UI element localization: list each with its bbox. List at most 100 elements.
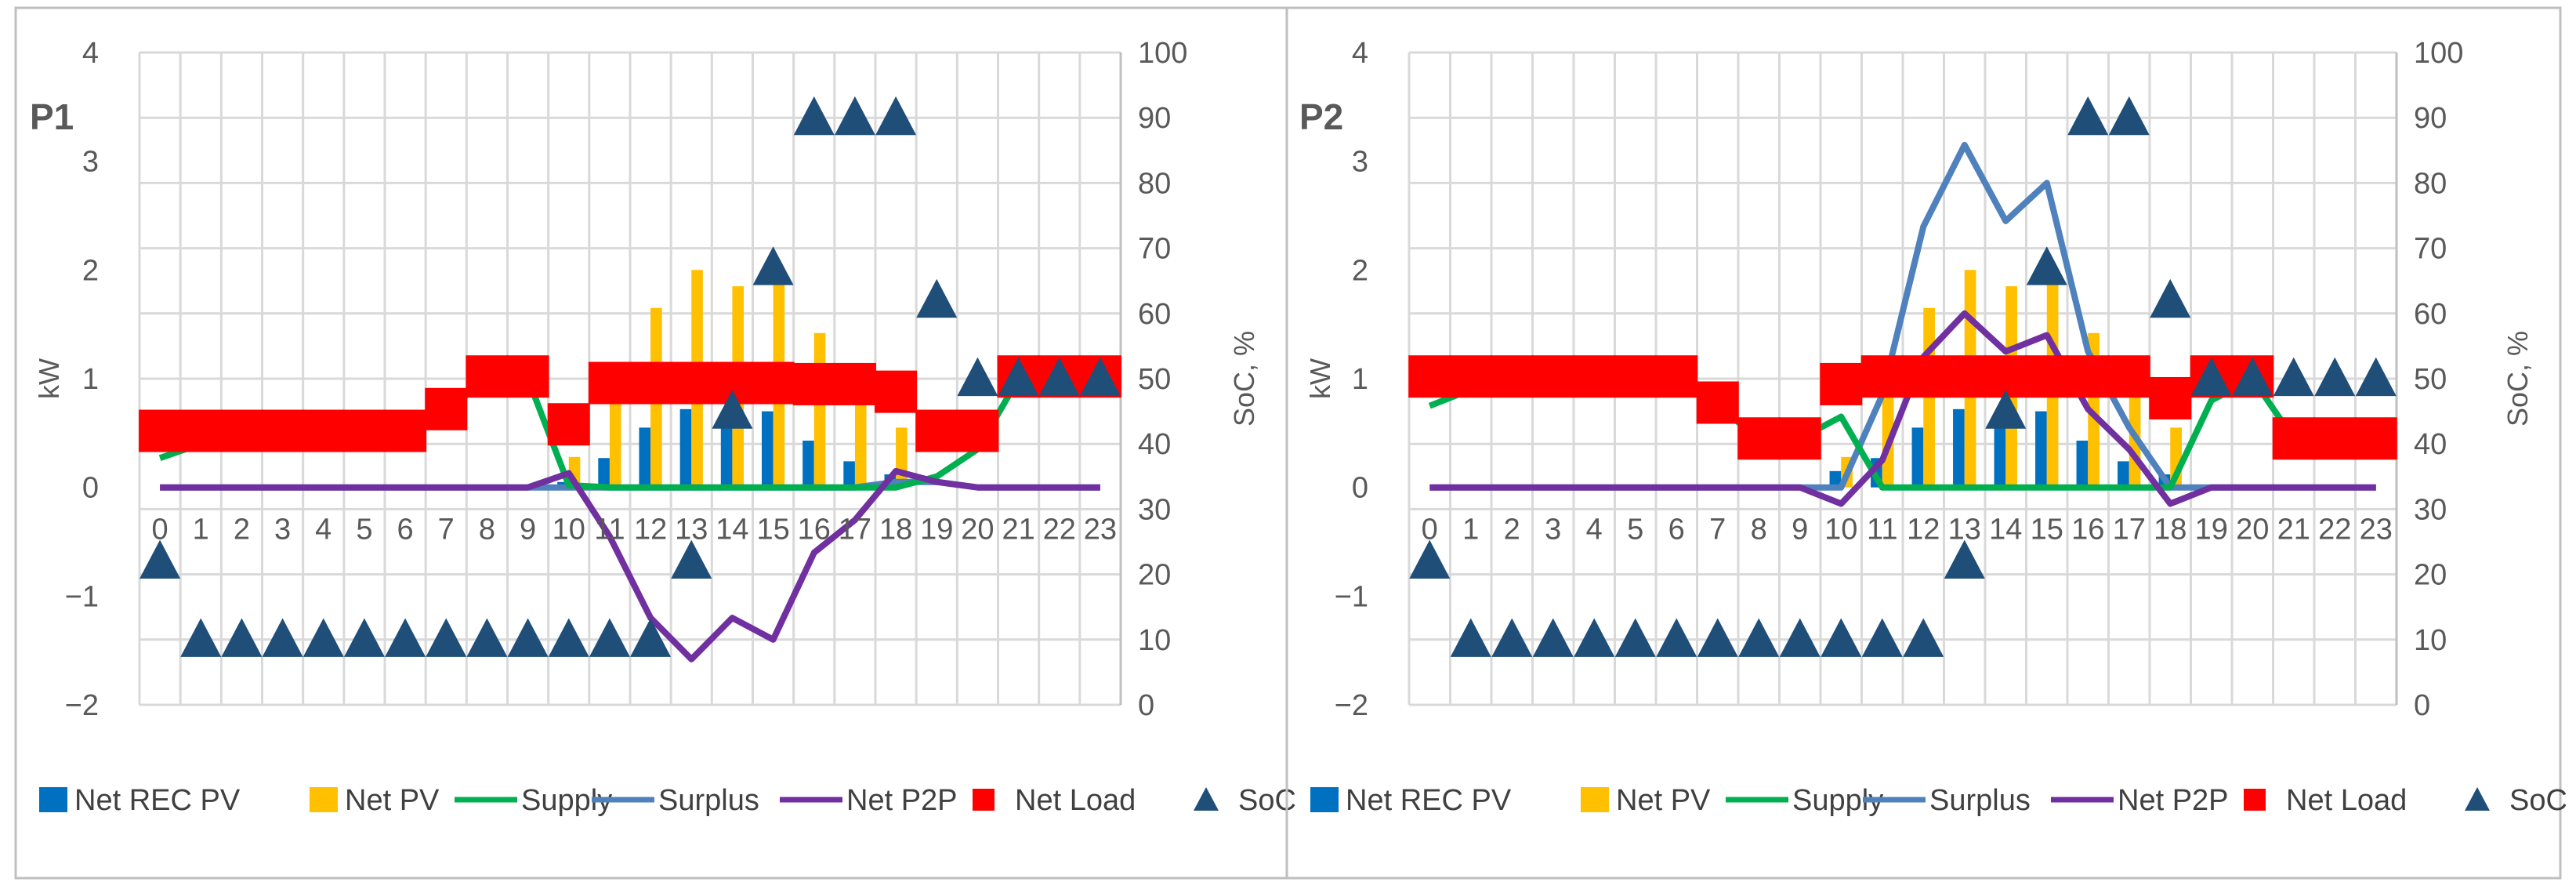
- net-rec-pv-bar: [1911, 427, 1924, 488]
- x-tick-label: 10: [1824, 514, 1857, 546]
- net-load-marker: [179, 409, 223, 452]
- y2-tick-label: 20: [1138, 559, 1171, 592]
- x-tick-label: 1: [1462, 514, 1479, 546]
- legend-item: Supply: [455, 784, 612, 817]
- soc-marker: [589, 618, 630, 657]
- net-p2p-line: [160, 467, 1100, 662]
- y-tick-label: 1: [82, 363, 99, 396]
- net-rec-pv-bar: [803, 441, 814, 488]
- x-tick-label: 21: [2277, 514, 2310, 546]
- soc-marker: [2067, 96, 2109, 136]
- net-load-marker: [915, 409, 958, 452]
- legend-item: Surplus: [592, 784, 759, 817]
- legend-swatch: [2244, 789, 2266, 811]
- y2-tick-label: 10: [1138, 624, 1171, 657]
- soc-marker: [1779, 618, 1821, 657]
- legend-swatch: [39, 787, 67, 812]
- net-load-marker: [1573, 355, 1616, 398]
- soc-marker: [2190, 357, 2232, 397]
- x-tick-label: 23: [2360, 514, 2393, 546]
- y-tick-label: 4: [1352, 37, 1368, 70]
- legend-label: Net P2P: [846, 784, 958, 817]
- y2-tick-label: 80: [2414, 167, 2447, 200]
- x-tick-label: 2: [234, 514, 250, 546]
- soc-marker: [2273, 357, 2314, 397]
- soc-marker: [1903, 618, 1944, 657]
- legend-swatch: [310, 787, 338, 812]
- legend: Net REC PV Net PV Supply Surplus Net P2P Net …: [39, 784, 1296, 817]
- y2-tick-label: 100: [1138, 37, 1187, 70]
- legend-item: Net Load: [2244, 784, 2407, 817]
- x-tick-label: 17: [2113, 514, 2146, 546]
- legend-swatch: [2465, 787, 2490, 811]
- x-tick-label: 19: [2195, 514, 2228, 546]
- panel-label: P2: [1299, 96, 1343, 137]
- x-tick-label: 23: [1084, 514, 1117, 546]
- x-tick-label: 10: [553, 514, 585, 546]
- y-tick-label: −1: [65, 580, 99, 613]
- y2-tick-label: 90: [1138, 102, 1171, 135]
- legend: Net REC PV Net PV Supply Surplus Net P2P Net …: [1310, 784, 2567, 817]
- soc-marker: [2108, 96, 2150, 136]
- net-load-marker: [2313, 417, 2357, 460]
- net-pv-bar: [1923, 307, 1935, 488]
- x-tick-label: 22: [2318, 514, 2351, 546]
- y2-axis-title: SoC, %: [2502, 331, 2534, 427]
- net-load-marker: [1614, 355, 1657, 398]
- x-tick-label: 12: [634, 514, 667, 546]
- y2-tick-label: 10: [2414, 624, 2447, 657]
- x-tick-label: 9: [520, 514, 536, 546]
- x-tick-label: 20: [2236, 514, 2269, 546]
- soc-marker: [957, 357, 998, 397]
- x-tick-label: 4: [315, 514, 332, 546]
- net-load-marker: [670, 361, 713, 405]
- x-tick-label: 11: [1867, 514, 1897, 546]
- soc-marker: [343, 618, 385, 657]
- soc-marker: [2232, 357, 2273, 397]
- legend-label: Surplus: [658, 784, 759, 817]
- soc-marker: [998, 357, 1039, 397]
- x-tick-label: 6: [397, 514, 414, 546]
- x-tick-label: 12: [1907, 514, 1940, 546]
- net-pv-bar: [813, 332, 826, 488]
- net-load-marker: [1531, 355, 1574, 398]
- soc-marker: [875, 96, 917, 136]
- soc-marker: [1574, 618, 1615, 657]
- soc-marker: [1821, 618, 1862, 657]
- soc-marker: [1409, 539, 1451, 579]
- y-tick-label: 3: [1352, 146, 1368, 179]
- x-tick-label: 6: [1668, 514, 1685, 546]
- legend-label: Net PV: [1616, 784, 1711, 817]
- y-tick-label: 3: [82, 146, 99, 179]
- y2-tick-label: 50: [2414, 363, 2447, 396]
- net-load-marker: [261, 409, 304, 452]
- y-tick-label: −2: [1335, 689, 1368, 722]
- x-tick-label: 14: [1989, 514, 2022, 546]
- net-load-marker: [1820, 362, 1863, 405]
- net-p2p-line: [1429, 310, 2376, 507]
- soc-marker: [1738, 618, 1780, 657]
- net-load-marker: [956, 409, 999, 452]
- net-load-marker: [2107, 355, 2150, 398]
- net-load-marker: [2272, 417, 2315, 460]
- net-load-marker: [629, 361, 672, 405]
- net-load-marker: [792, 362, 835, 405]
- net-load-marker: [588, 361, 631, 405]
- net-load-marker: [2067, 355, 2110, 398]
- net-load-marker: [1902, 355, 1945, 398]
- y2-tick-label: 70: [1138, 233, 1171, 266]
- soc-marker: [1491, 618, 1533, 657]
- legend-label: SoC: [2509, 784, 2567, 817]
- legend-label: Net P2P: [2118, 784, 2229, 817]
- y2-tick-label: 40: [2414, 428, 2447, 461]
- net-load-marker: [547, 403, 590, 446]
- x-tick-label: 7: [438, 514, 455, 546]
- legend-item: Net PV: [1581, 784, 1711, 817]
- net-rec-pv-bar: [1829, 470, 1842, 488]
- y2-tick-label: 100: [2414, 37, 2463, 70]
- legend-item: Net PV: [310, 784, 440, 817]
- net-load-marker: [1408, 355, 1451, 398]
- soc-marker: [180, 618, 222, 657]
- soc-marker: [139, 539, 181, 579]
- x-tick-label: 18: [2154, 514, 2187, 546]
